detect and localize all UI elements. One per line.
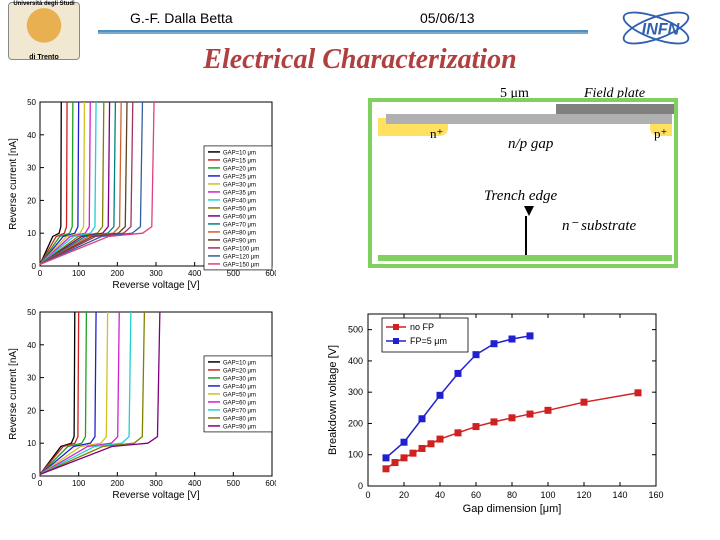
svg-text:GAP=25 μm: GAP=25 μm xyxy=(223,174,256,180)
svg-text:0: 0 xyxy=(38,269,43,278)
svg-text:20: 20 xyxy=(399,490,409,500)
page-title: Electrical Characterization xyxy=(0,44,720,76)
diagram-npgap-label: n/p gap xyxy=(508,136,553,153)
svg-text:80: 80 xyxy=(507,490,517,500)
svg-text:600: 600 xyxy=(265,269,276,278)
svg-text:0: 0 xyxy=(32,262,37,271)
svg-text:GAP=10 μm: GAP=10 μm xyxy=(223,360,256,366)
svg-text:GAP=20 μm: GAP=20 μm xyxy=(223,368,256,374)
diagram-nplus-label: n⁺ xyxy=(430,126,443,142)
svg-text:300: 300 xyxy=(149,269,163,278)
svg-text:GAP=20 μm: GAP=20 μm xyxy=(223,166,256,172)
diagram-arrow-line xyxy=(525,216,527,256)
svg-text:20: 20 xyxy=(27,406,36,415)
svg-text:GAP=120 μm: GAP=120 μm xyxy=(223,254,259,260)
svg-text:GAP=30 μm: GAP=30 μm xyxy=(223,376,256,382)
svg-text:140: 140 xyxy=(612,490,627,500)
header-rule xyxy=(98,30,588,34)
svg-text:100: 100 xyxy=(72,269,86,278)
svg-text:20: 20 xyxy=(27,196,36,205)
svg-text:0: 0 xyxy=(365,490,370,500)
svg-text:no FP: no FP xyxy=(410,322,434,332)
diagram-arrow-icon xyxy=(524,206,534,216)
diagram-trenchedge-label: Trench edge xyxy=(484,188,557,205)
svg-text:300: 300 xyxy=(149,479,163,488)
svg-text:160: 160 xyxy=(648,490,663,500)
diagram-oxide-bar xyxy=(386,114,672,124)
svg-text:30: 30 xyxy=(27,164,36,173)
diagram-metal-bar xyxy=(556,104,674,114)
svg-text:60: 60 xyxy=(471,490,481,500)
svg-text:GAP=50 μm: GAP=50 μm xyxy=(223,206,256,212)
date: 05/06/13 xyxy=(420,10,475,26)
svg-text:400: 400 xyxy=(188,479,202,488)
svg-text:300: 300 xyxy=(348,387,363,397)
svg-text:GAP=30 μm: GAP=30 μm xyxy=(223,182,256,188)
svg-text:40: 40 xyxy=(435,490,445,500)
svg-text:GAP=50 μm: GAP=50 μm xyxy=(223,392,256,398)
svg-text:GAP=60 μm: GAP=60 μm xyxy=(223,400,256,406)
svg-text:GAP=10 μm: GAP=10 μm xyxy=(223,150,256,156)
svg-text:GAP=40 μm: GAP=40 μm xyxy=(223,384,256,390)
svg-text:Reverse voltage [V]: Reverse voltage [V] xyxy=(112,280,199,291)
svg-text:GAP=15 μm: GAP=15 μm xyxy=(223,158,256,164)
svg-text:500: 500 xyxy=(227,269,241,278)
svg-text:120: 120 xyxy=(576,490,591,500)
svg-text:Reverse current [nA]: Reverse current [nA] xyxy=(8,138,19,230)
svg-text:400: 400 xyxy=(188,269,202,278)
diagram-bottom-implant xyxy=(378,255,672,261)
svg-text:40: 40 xyxy=(27,341,36,350)
svg-text:INFN: INFN xyxy=(642,20,680,38)
breakdown-vs-gap-chart: 0 20 40 60 80 100 120 140 160 0 100 200 300 400 500 Gap… xyxy=(324,306,664,516)
svg-text:30: 30 xyxy=(27,374,36,383)
author-name: G.-F. Dalla Betta xyxy=(130,10,233,26)
svg-text:200: 200 xyxy=(111,479,125,488)
svg-text:Gap dimension [μm]: Gap dimension [μm] xyxy=(463,503,562,515)
svg-text:200: 200 xyxy=(348,418,363,428)
svg-text:10: 10 xyxy=(27,439,36,448)
svg-text:GAP=80 μm: GAP=80 μm xyxy=(223,416,256,422)
svg-text:GAP=35 μm: GAP=35 μm xyxy=(223,190,256,196)
iv-chart-fp5: 0 100 200 300 400 500 600 0 10 20 30 40 50 Reverse vo… xyxy=(6,306,276,502)
svg-text:GAP=150 μm: GAP=150 μm xyxy=(223,262,259,268)
svg-text:100: 100 xyxy=(72,479,86,488)
svg-text:200: 200 xyxy=(111,269,125,278)
svg-text:0: 0 xyxy=(32,472,37,481)
svg-text:GAP=100 μm: GAP=100 μm xyxy=(223,246,259,252)
svg-text:GAP=70 μm: GAP=70 μm xyxy=(223,222,256,228)
svg-text:600: 600 xyxy=(265,479,276,488)
diagram-pplus-label: p⁺ xyxy=(654,126,667,142)
svg-text:10: 10 xyxy=(27,229,36,238)
svg-text:40: 40 xyxy=(27,131,36,140)
svg-text:GAP=70 μm: GAP=70 μm xyxy=(223,408,256,414)
svg-text:GAP=90 μm: GAP=90 μm xyxy=(223,238,256,244)
svg-text:Reverse voltage [V]: Reverse voltage [V] xyxy=(112,490,199,501)
svg-text:Breakdown voltage [V]: Breakdown voltage [V] xyxy=(327,345,339,455)
svg-text:GAP=90 μm: GAP=90 μm xyxy=(223,424,256,430)
svg-text:50: 50 xyxy=(27,308,36,317)
svg-text:100: 100 xyxy=(540,490,555,500)
svg-text:500: 500 xyxy=(227,479,241,488)
svg-text:100: 100 xyxy=(348,450,363,460)
svg-text:50: 50 xyxy=(27,98,36,107)
svg-text:GAP=40 μm: GAP=40 μm xyxy=(223,198,256,204)
svg-text:0: 0 xyxy=(358,481,363,491)
svg-text:500: 500 xyxy=(348,325,363,335)
svg-text:Reverse current [nA]: Reverse current [nA] xyxy=(8,348,19,440)
svg-text:400: 400 xyxy=(348,356,363,366)
svg-text:GAP=60 μm: GAP=60 μm xyxy=(223,214,256,220)
iv-chart-no-fp: 0 100 200 300 400 500 600 0 10 20 30 40 50 Reverse vo… xyxy=(6,96,276,292)
diagram-nsubstrate-label: n⁻ substrate xyxy=(562,216,636,235)
svg-text:GAP=80 μm: GAP=80 μm xyxy=(223,230,256,236)
svg-text:0: 0 xyxy=(38,479,43,488)
svg-text:FP=5 μm: FP=5 μm xyxy=(410,336,447,346)
